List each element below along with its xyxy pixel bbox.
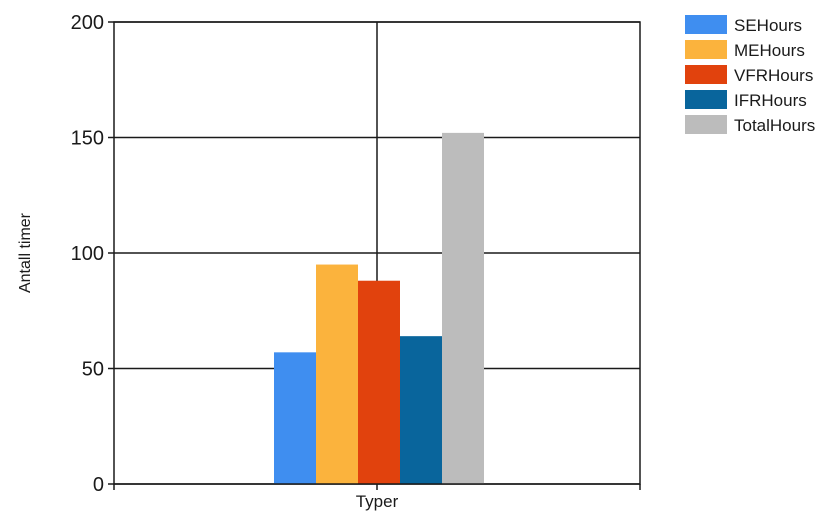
bar-totalhours — [442, 132, 484, 484]
legend-label-vfrhours: VFRHours — [734, 66, 813, 85]
y-tick-label: 100 — [71, 243, 104, 265]
legend-label-mehours: MEHours — [734, 41, 805, 60]
bar-series — [274, 132, 484, 484]
legend-label-sehours: SEHours — [734, 16, 802, 35]
bar-mehours — [316, 264, 358, 484]
legend-swatch-ifrhours — [685, 90, 727, 109]
y-tick-label: 0 — [93, 474, 104, 496]
y-tick-label: 50 — [82, 359, 104, 381]
legend: SEHours MEHours VFRHours IFRHours TotalHours — [685, 15, 815, 135]
legend-swatch-mehours — [685, 40, 727, 59]
legend-label-ifrhours: IFRHours — [734, 91, 807, 110]
legend-swatch-totalhours — [685, 115, 727, 134]
x-category-label: Typer — [356, 492, 399, 511]
y-tick-label: 200 — [71, 12, 104, 34]
bar-ifrhours — [400, 336, 442, 484]
y-tick-label: 150 — [71, 128, 104, 150]
bar-sehours — [274, 352, 316, 484]
legend-swatch-vfrhours — [685, 65, 727, 84]
legend-swatch-sehours — [685, 15, 727, 34]
y-axis-ticks: 0 50 100 150 200 — [71, 12, 114, 496]
legend-label-totalhours: TotalHours — [734, 116, 815, 135]
x-axis-categories: Typer — [113, 484, 641, 511]
y-axis-label: Antall timer — [17, 212, 34, 293]
bar-vfrhours — [358, 280, 400, 484]
